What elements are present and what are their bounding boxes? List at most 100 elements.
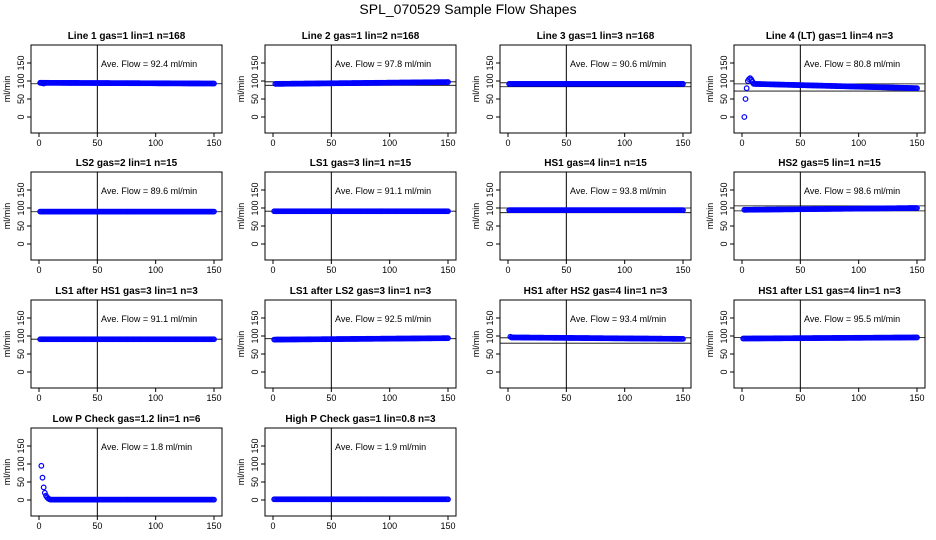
y-tick-label: 50 [250, 477, 260, 487]
plot-frame [30, 44, 223, 134]
y-tick-label: 100 [16, 328, 26, 343]
y-tick-label: 50 [16, 349, 26, 359]
y-tick-label: 0 [485, 369, 495, 374]
x-tick-label: 100 [148, 393, 163, 403]
panel-title: LS2 gas=2 lin=1 n=15 [76, 158, 178, 169]
average-flow-annotation: Ave. Flow = 1.9 ml/min [335, 442, 426, 452]
x-tick-label: 100 [148, 521, 163, 531]
y-tick-label: 0 [485, 241, 495, 246]
x-tick-label: 100 [851, 393, 866, 403]
data-point [445, 496, 451, 503]
panel-title: Low P Check gas=1.2 lin=1 n=6 [53, 414, 201, 425]
x-tick-label: 0 [505, 393, 510, 403]
x-tick-label: 100 [617, 138, 632, 148]
chart-panel-13: Low P Check gas=1.2 lin=1 n=6 0 50 100 150 0 5… [2, 414, 223, 531]
chart-panel-6: LS1 gas=3 lin=1 n=15 0 50 100 150 0 50 100 150 ml… [236, 158, 457, 275]
panel-title: Line 3 gas=1 lin=3 n=168 [537, 31, 655, 42]
average-flow-annotation: Ave. Flow = 92.5 ml/min [335, 314, 431, 324]
x-tick-label: 50 [92, 138, 102, 148]
x-tick-label: 0 [36, 265, 41, 275]
x-tick-label: 150 [909, 138, 924, 148]
x-tick-label: 150 [909, 393, 924, 403]
x-tick-label: 50 [326, 265, 336, 275]
y-tick-label: 150 [485, 310, 495, 325]
average-flow-annotation: Ave. Flow = 91.1 ml/min [101, 314, 197, 324]
y-tick-label: 150 [250, 182, 260, 197]
y-tick-label: 50 [485, 94, 495, 104]
chart-panel-8: HS2 gas=5 lin=1 n=15 0 50 100 150 0 50 100 150 ml… [705, 158, 926, 275]
y-tick-label: 100 [250, 456, 260, 471]
y-axis-label: ml/min [471, 76, 481, 103]
y-axis-label: ml/min [471, 331, 481, 358]
data-point [211, 336, 217, 343]
x-tick-label: 0 [739, 138, 744, 148]
x-tick-label: 50 [326, 521, 336, 531]
x-tick-label: 150 [440, 393, 455, 403]
x-tick-label: 0 [739, 265, 744, 275]
panel-title: LS1 gas=3 lin=1 n=15 [310, 158, 412, 169]
x-tick-label: 50 [561, 138, 571, 148]
x-tick-label: 150 [675, 393, 690, 403]
y-tick-label: 0 [485, 114, 495, 119]
plot-frame [499, 44, 692, 134]
x-tick-label: 150 [206, 265, 221, 275]
y-tick-label: 150 [485, 182, 495, 197]
panel-title: HS1 gas=4 lin=1 n=15 [544, 158, 647, 169]
y-tick-label: 150 [485, 55, 495, 70]
panel-title: HS1 after HS2 gas=4 lin=1 n=3 [524, 286, 668, 297]
y-axis-label: ml/min [236, 76, 246, 103]
y-tick-label: 50 [16, 221, 26, 231]
x-tick-label: 50 [92, 265, 102, 275]
average-flow-annotation: Ave. Flow = 80.8 ml/min [804, 59, 900, 69]
panel-title: Line 2 gas=1 lin=2 n=168 [302, 31, 420, 42]
y-axis-label: ml/min [2, 459, 12, 486]
chart-panel-7: HS1 gas=4 lin=1 n=15 0 50 100 150 0 50 100 150 ml… [471, 158, 692, 275]
y-tick-label: 0 [16, 497, 26, 502]
y-axis-label: ml/min [236, 459, 246, 486]
data-point [680, 335, 686, 342]
y-tick-label: 50 [250, 349, 260, 359]
x-tick-label: 0 [36, 138, 41, 148]
y-axis-label: ml/min [705, 203, 715, 230]
data-point [41, 489, 48, 496]
average-flow-annotation: Ave. Flow = 91.1 ml/min [335, 186, 431, 196]
data-point [445, 208, 451, 215]
x-tick-label: 50 [795, 138, 805, 148]
data-point [741, 114, 748, 120]
y-tick-label: 150 [719, 182, 729, 197]
data-point [211, 80, 217, 87]
y-tick-label: 50 [250, 94, 260, 104]
panel-title: HS1 after LS1 gas=4 lin=1 n=3 [758, 286, 901, 297]
data-point [445, 79, 451, 85]
y-tick-label: 100 [719, 328, 729, 343]
x-tick-label: 50 [92, 393, 102, 403]
panel-title: LS1 after LS2 gas=3 lin=1 n=3 [290, 286, 432, 297]
average-flow-annotation: Ave. Flow = 97.8 ml/min [335, 59, 431, 69]
data-point [445, 335, 451, 342]
y-tick-label: 50 [16, 477, 26, 487]
average-flow-annotation: Ave. Flow = 95.5 ml/min [804, 314, 900, 324]
average-flow-annotation: Ave. Flow = 98.6 ml/min [804, 186, 900, 196]
y-tick-label: 50 [719, 94, 729, 104]
x-tick-label: 100 [617, 393, 632, 403]
x-tick-label: 100 [851, 265, 866, 275]
plot-frame [30, 171, 223, 261]
x-tick-label: 100 [382, 393, 397, 403]
y-tick-label: 0 [250, 369, 260, 374]
x-tick-label: 150 [440, 521, 455, 531]
y-tick-label: 0 [719, 241, 729, 246]
plot-frame [264, 171, 457, 261]
y-tick-label: 150 [16, 55, 26, 70]
y-tick-label: 100 [485, 200, 495, 215]
y-tick-label: 100 [16, 200, 26, 215]
x-tick-label: 150 [206, 393, 221, 403]
y-axis-label: ml/min [2, 331, 12, 358]
x-tick-label: 100 [617, 265, 632, 275]
chart-panel-12: HS1 after LS1 gas=4 lin=1 n=3 0 50 100 150 0 5… [705, 286, 926, 403]
x-tick-label: 150 [909, 265, 924, 275]
x-tick-label: 0 [36, 393, 41, 403]
y-axis-label: ml/min [2, 203, 12, 230]
y-tick-label: 50 [719, 221, 729, 231]
chart-panel-10: LS1 after LS2 gas=3 lin=1 n=3 0 50 100 150 0 5… [236, 286, 457, 403]
